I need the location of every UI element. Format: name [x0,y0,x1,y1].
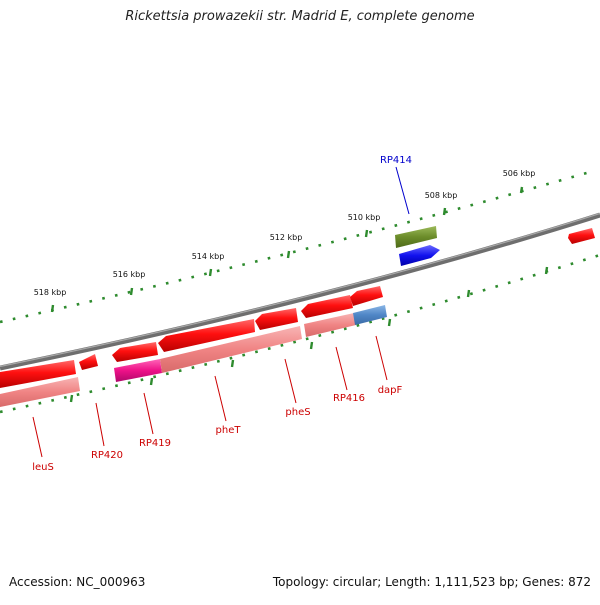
gene-label-leus[interactable]: leuS [32,462,54,473]
genome-summary: Topology: circular; Length: 1,111,523 bp… [272,575,591,589]
inner-scale-ticks [69,266,549,403]
scale-label-508: 508 kbp [425,191,458,200]
tick-508 [442,207,447,216]
inner-scale-dots [0,253,600,414]
tick-518 [50,304,55,313]
leader-rp420 [95,402,105,447]
gene-rp420-cds[interactable] [79,354,98,370]
gene-label-phet[interactable]: pheT [216,425,242,436]
leader-phet [214,375,227,422]
gene-rp419-cds[interactable] [112,342,158,362]
gene-label-phes[interactable]: pheS [285,407,310,418]
leader-leus [32,416,43,458]
scale-label-510: 510 kbp [348,213,381,222]
leader-rp414 [395,166,410,215]
tick-510 [364,229,369,238]
gene-rp414-cds[interactable] [399,245,440,266]
gene-leus-cds[interactable] [0,360,76,388]
gene-rp416-feature[interactable] [304,313,356,337]
gene-label-rp420[interactable]: RP420 [91,450,123,461]
inner-tick-514 [230,359,235,368]
tick-506 [519,186,524,194]
map-title: Rickettsia prowazekii str. Madrid E, com… [125,9,475,24]
gene-label-rp414[interactable]: RP414 [380,155,412,166]
scale-label-506: 506 kbp [503,169,536,178]
scale-label-518: 518 kbp [34,288,67,297]
tick-516 [129,287,134,296]
accession-label: Accession: NC_000963 [9,575,146,589]
outer-scale-ticks [50,186,524,313]
inner-tick-516 [149,377,154,386]
gene-rp416-cds[interactable] [301,295,353,318]
gene-label-rp419[interactable]: RP419 [139,438,171,449]
scale-label-516: 516 kbp [113,270,146,279]
inner-tick-506 [544,266,549,275]
scale-label-512: 512 kbp [270,233,303,242]
gene-rp414-feature[interactable] [395,226,437,248]
inner-tick-510 [387,318,392,327]
genome-backbone [0,212,600,371]
genome-backbone-highlight [0,212,600,368]
gene-label-dapf[interactable]: dapF [378,385,403,396]
gene-phet-cds[interactable] [158,319,255,352]
inner-tick-512 [309,341,314,350]
gene-dapf-feature[interactable] [353,305,387,325]
gene-phes-cds[interactable] [255,308,298,330]
gene-phet-phes-feature[interactable] [160,326,302,373]
gene-rp419-feature[interactable] [114,359,162,382]
scale-label-514: 514 kbp [192,252,225,261]
leader-phes [284,358,297,404]
inner-tick-508 [466,289,471,298]
inner-tick-518 [69,394,74,403]
gene-label-rp416[interactable]: RP416 [333,393,365,404]
leader-rp416 [335,346,348,391]
gene-leus-feature[interactable] [0,377,80,407]
tick-514 [208,268,213,277]
leader-dapf [375,335,388,381]
gene-dapf-cds[interactable] [350,286,383,306]
gene-forward-right-edge[interactable] [568,228,595,244]
leader-rp419 [143,392,154,435]
outer-scale-dots [0,170,591,324]
tick-512 [286,250,291,259]
